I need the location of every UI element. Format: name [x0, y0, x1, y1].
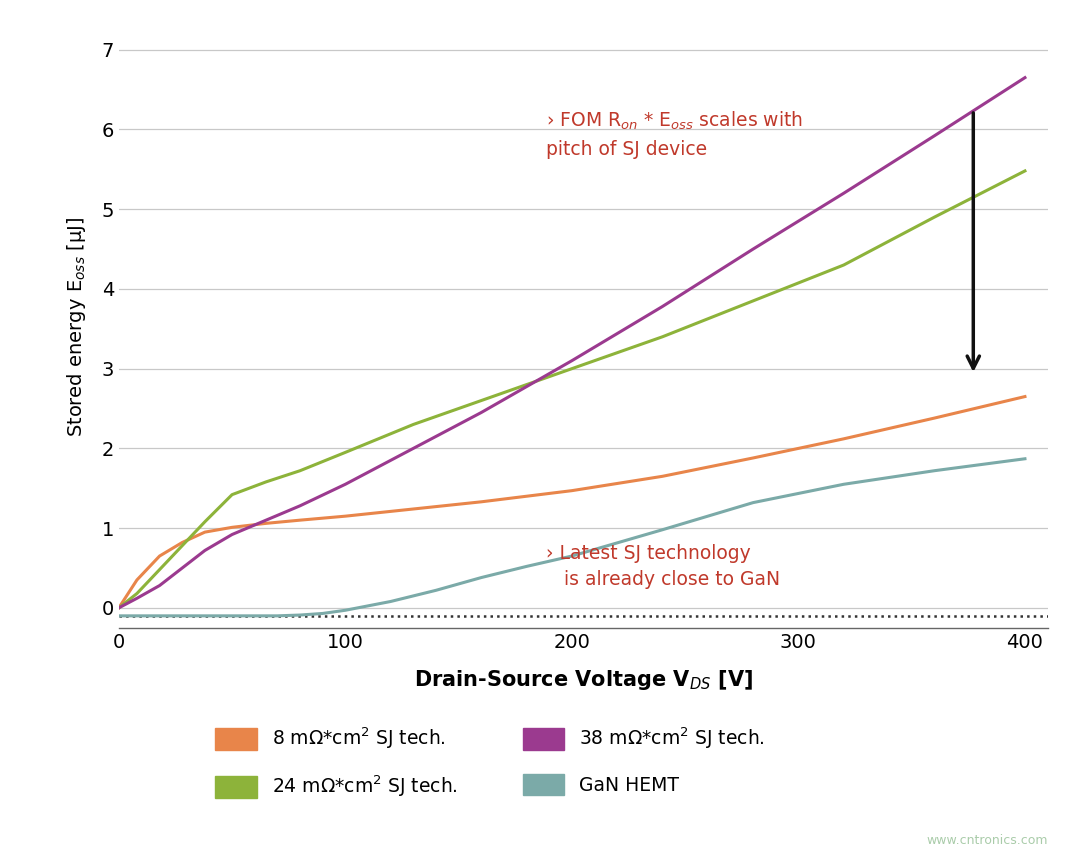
- Legend: 8 mΩ*cm$^2$ SJ tech., 24 mΩ*cm$^2$ SJ tech., 38 mΩ*cm$^2$ SJ tech., GaN HEMT: 8 mΩ*cm$^2$ SJ tech., 24 mΩ*cm$^2$ SJ te…: [216, 726, 765, 799]
- Y-axis label: Stored energy E$_{oss}$ [μJ]: Stored energy E$_{oss}$ [μJ]: [65, 217, 87, 437]
- Text: › FOM R$_{on}$ * E$_{oss}$ scales with
pitch of SJ device: › FOM R$_{on}$ * E$_{oss}$ scales with p…: [546, 110, 804, 159]
- Text: www.cntronics.com: www.cntronics.com: [926, 834, 1048, 847]
- Text: › Latest SJ technology
   is already close to GaN: › Latest SJ technology is already close …: [546, 544, 780, 589]
- X-axis label: Drain-Source Voltage V$_{DS}$ [V]: Drain-Source Voltage V$_{DS}$ [V]: [414, 668, 753, 692]
